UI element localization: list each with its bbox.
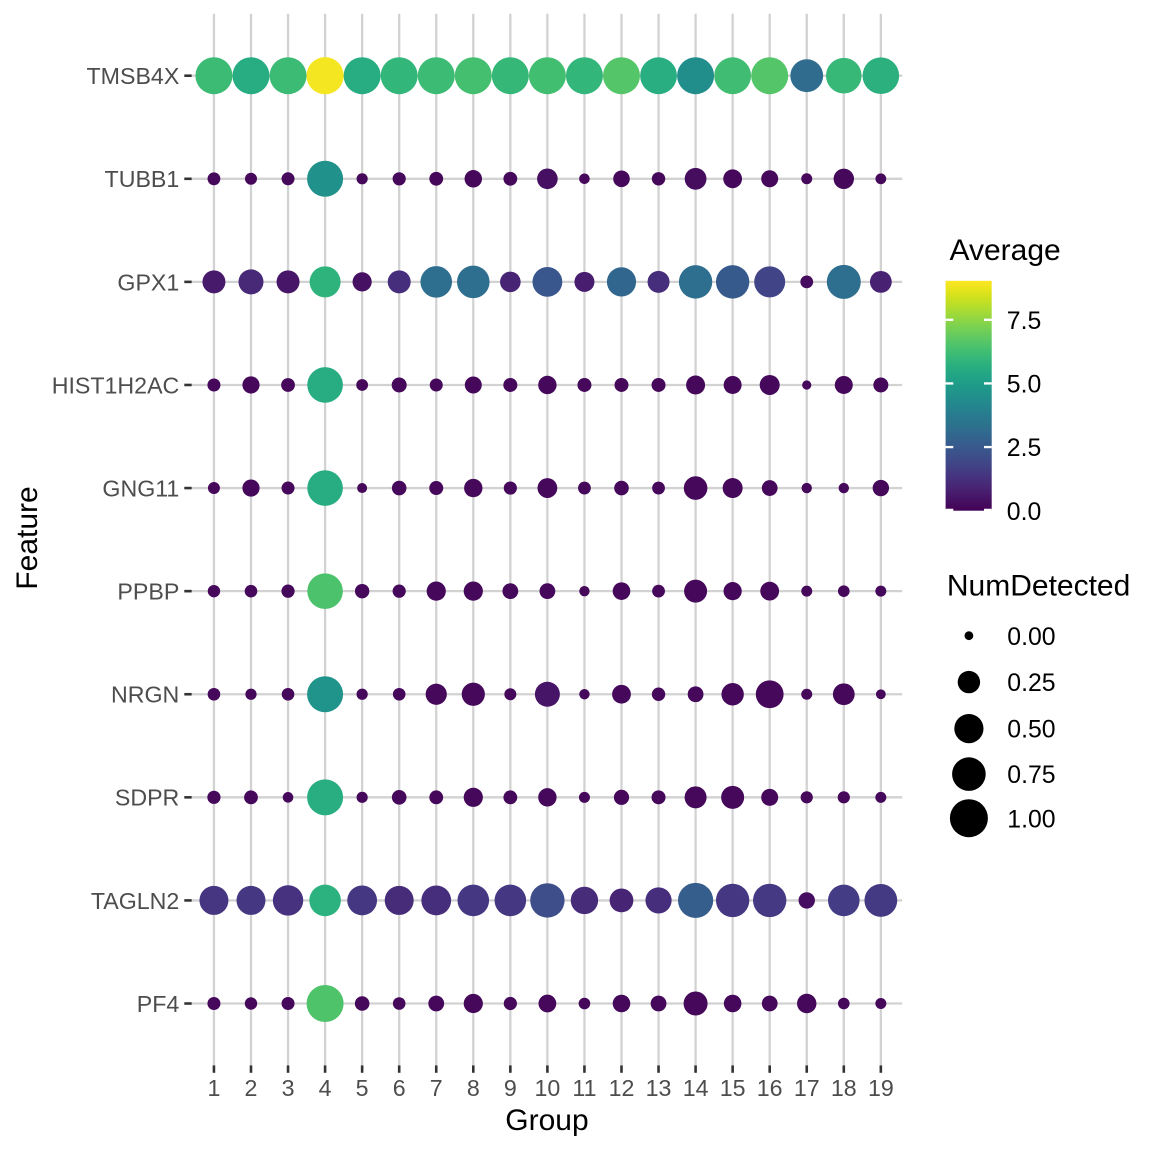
svg-text:GPX1: GPX1	[117, 269, 179, 295]
svg-text:4: 4	[319, 1075, 332, 1101]
svg-text:6: 6	[393, 1075, 406, 1101]
svg-text:NRGN: NRGN	[111, 682, 179, 708]
svg-text:11: 11	[572, 1075, 596, 1101]
svg-text:5.0: 5.0	[1007, 371, 1041, 398]
svg-text:Group: Group	[505, 1104, 588, 1137]
svg-text:0.25: 0.25	[1007, 670, 1055, 697]
svg-text:TAGLN2: TAGLN2	[91, 888, 179, 914]
svg-text:7: 7	[430, 1075, 443, 1101]
svg-text:7.5: 7.5	[1007, 308, 1041, 335]
svg-text:GNG11: GNG11	[102, 475, 179, 501]
svg-text:15: 15	[720, 1075, 746, 1101]
svg-text:0.0: 0.0	[1007, 499, 1041, 526]
svg-text:9: 9	[504, 1075, 517, 1101]
svg-text:12: 12	[609, 1075, 635, 1101]
svg-text:5: 5	[356, 1075, 369, 1101]
svg-text:3: 3	[282, 1075, 295, 1101]
svg-text:16: 16	[757, 1075, 783, 1101]
svg-text:PF4: PF4	[137, 991, 180, 1017]
svg-text:13: 13	[646, 1075, 672, 1101]
svg-text:2: 2	[245, 1075, 258, 1101]
svg-text:0.00: 0.00	[1007, 624, 1055, 651]
svg-text:18: 18	[831, 1075, 857, 1101]
svg-text:1: 1	[207, 1075, 220, 1101]
svg-text:TMSB4X: TMSB4X	[87, 63, 180, 89]
svg-text:10: 10	[534, 1075, 560, 1101]
svg-text:PPBP: PPBP	[117, 579, 179, 605]
svg-text:Feature: Feature	[11, 486, 44, 589]
svg-text:8: 8	[467, 1075, 480, 1101]
svg-text:HIST1H2AC: HIST1H2AC	[52, 372, 180, 398]
svg-text:NumDetected: NumDetected	[947, 570, 1130, 603]
svg-text:0.50: 0.50	[1007, 717, 1055, 744]
svg-text:Average: Average	[950, 234, 1061, 267]
svg-text:1.00: 1.00	[1007, 806, 1055, 833]
svg-text:19: 19	[868, 1075, 894, 1101]
svg-text:2.5: 2.5	[1007, 435, 1041, 462]
svg-text:17: 17	[794, 1075, 820, 1101]
svg-text:TUBB1: TUBB1	[105, 166, 180, 192]
svg-text:14: 14	[683, 1075, 709, 1101]
svg-text:0.75: 0.75	[1007, 762, 1055, 789]
svg-text:SDPR: SDPR	[115, 785, 179, 811]
